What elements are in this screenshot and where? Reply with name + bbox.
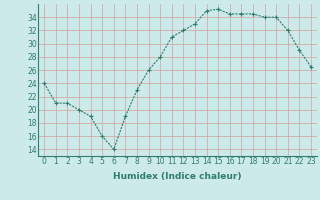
X-axis label: Humidex (Indice chaleur): Humidex (Indice chaleur) [113,172,242,181]
